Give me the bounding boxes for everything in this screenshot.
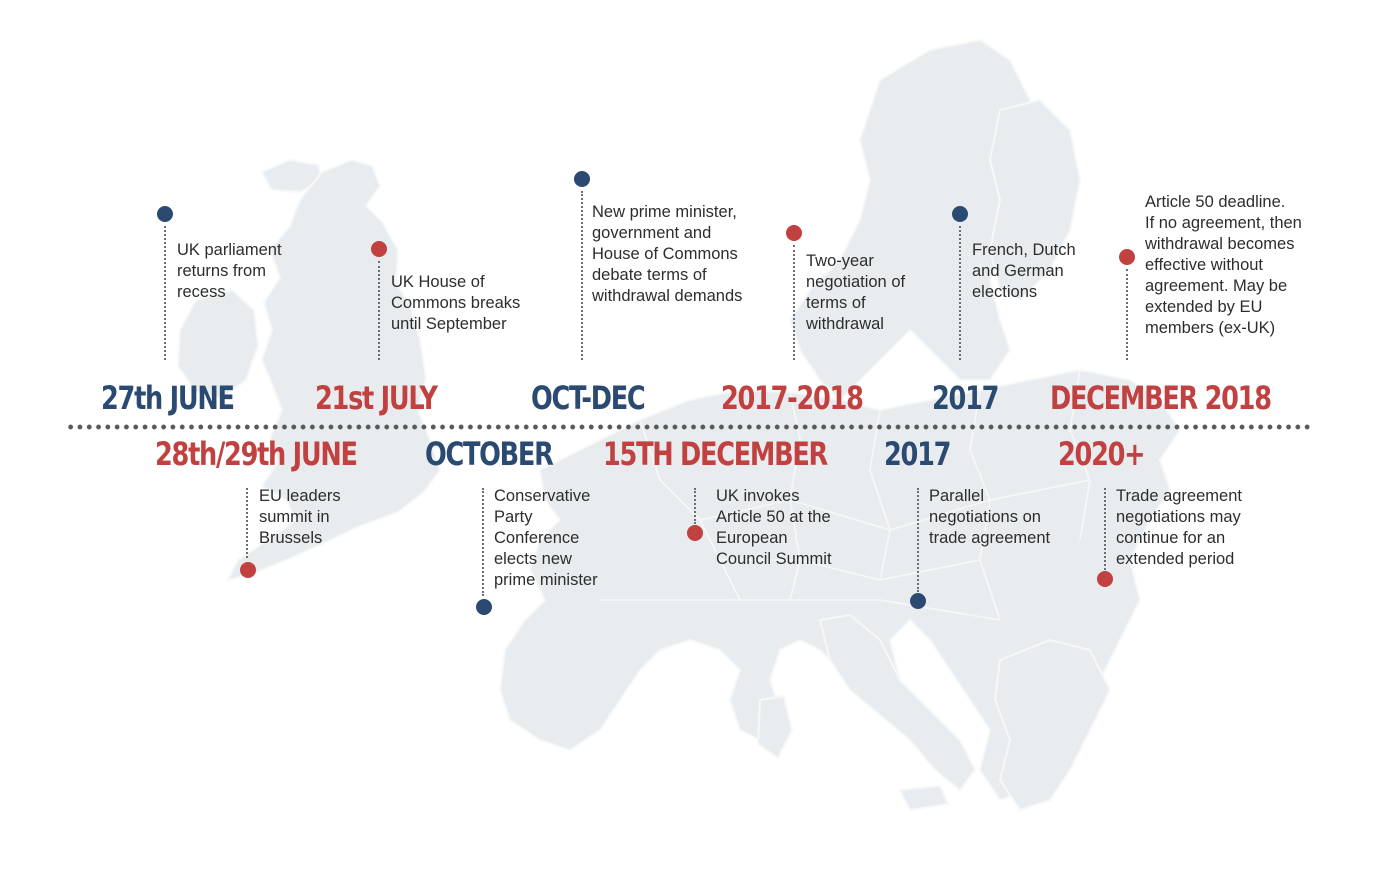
event-date-oct-dec: OCT-DEC xyxy=(531,379,646,417)
event-date-28th-29th-june: 28th/29th JUNE xyxy=(155,435,358,473)
description-line: returns from xyxy=(177,262,266,280)
event-connector-october xyxy=(482,488,484,596)
map-great-britain xyxy=(226,158,442,582)
event-description-15th-december: UK invokes Article 50 at the European Co… xyxy=(716,486,832,570)
description-line: Conference xyxy=(494,529,580,547)
description-line: Commons breaks xyxy=(391,294,521,312)
description-line: European xyxy=(716,529,788,547)
description-line: continue for an xyxy=(1116,529,1226,547)
event-description-october: Conservative Party Conference elects new… xyxy=(494,486,598,591)
description-line: negotiation of xyxy=(806,273,906,291)
event-marker-oct-dec xyxy=(574,171,590,187)
event-connector-21st-july xyxy=(378,261,380,360)
event-connector-december-2018 xyxy=(1126,269,1128,360)
description-line: Article 50 at the xyxy=(716,508,831,526)
map-finland xyxy=(988,98,1082,302)
map-italy xyxy=(818,613,977,792)
description-line: UK House of xyxy=(391,273,485,291)
event-date-15th-december: 15TH DECEMBER xyxy=(603,435,828,473)
map-ireland xyxy=(176,288,260,400)
description-line: withdrawal xyxy=(806,315,884,333)
description-line: summit in xyxy=(259,508,330,526)
description-line: debate terms of xyxy=(592,266,707,284)
event-date-2017-trade: 2017 xyxy=(884,435,951,473)
event-date-2017-elections: 2017 xyxy=(932,379,999,417)
description-line: recess xyxy=(177,283,226,301)
event-connector-2017-elections xyxy=(959,226,961,360)
event-description-2020-plus: Trade agreement negotiations may continu… xyxy=(1116,486,1242,570)
description-line: EU leaders xyxy=(259,487,341,505)
event-description-2017-elections: French, Dutch and German elections xyxy=(972,240,1076,303)
event-connector-2017-2018 xyxy=(793,245,795,360)
description-line: and German xyxy=(972,262,1064,280)
event-date-2017-2018: 2017-2018 xyxy=(721,379,864,417)
event-marker-21st-july xyxy=(371,241,387,257)
event-marker-october xyxy=(476,599,492,615)
description-line: UK parliament xyxy=(177,241,282,259)
event-description-2017-trade: Parallel negotiations on trade agreement xyxy=(929,486,1050,549)
event-description-oct-dec: New prime minister, government and House… xyxy=(592,202,742,307)
event-marker-2020-plus xyxy=(1097,571,1113,587)
description-line: Parallel xyxy=(929,487,985,505)
event-connector-28th-29th-june xyxy=(246,488,248,558)
timeline-axis xyxy=(66,423,1312,431)
description-line: negotiations may xyxy=(1116,508,1241,526)
description-line: elects new xyxy=(494,550,572,568)
event-connector-15th-december xyxy=(694,488,696,524)
event-marker-15th-december xyxy=(687,525,703,541)
description-line: UK invokes xyxy=(716,487,800,505)
event-date-december-2018: DECEMBER 2018 xyxy=(1050,379,1272,417)
event-date-27th-june: 27th JUNE xyxy=(101,379,235,417)
description-line: Brussels xyxy=(259,529,323,547)
description-line: New prime minister, xyxy=(592,203,737,221)
description-line: until September xyxy=(391,315,507,333)
description-line: government and xyxy=(592,224,712,242)
description-line: extended by EU xyxy=(1145,298,1263,316)
description-line: members (ex-UK) xyxy=(1145,319,1276,337)
event-description-december-2018: Article 50 deadline. If no agreement, th… xyxy=(1145,192,1302,339)
event-connector-2017-trade xyxy=(917,488,919,592)
event-date-21st-july: 21st JULY xyxy=(315,379,438,417)
event-connector-2020-plus xyxy=(1104,488,1106,570)
description-line: House of Commons xyxy=(592,245,738,263)
description-line: Two-year xyxy=(806,252,874,270)
description-line: agreement. May be xyxy=(1145,277,1288,295)
description-line: terms of xyxy=(806,294,866,312)
description-line: Conservative xyxy=(494,487,591,505)
description-line: prime minister xyxy=(494,571,598,589)
event-marker-2017-trade xyxy=(910,593,926,609)
description-line: Council Summit xyxy=(716,550,832,568)
description-line: Trade agreement xyxy=(1116,487,1242,505)
map-balkans xyxy=(993,638,1112,812)
description-line: withdrawal becomes xyxy=(1145,235,1295,253)
event-description-21st-july: UK House of Commons breaks until Septemb… xyxy=(391,272,520,335)
event-marker-2017-2018 xyxy=(786,225,802,241)
event-marker-27th-june xyxy=(157,206,173,222)
event-marker-2017-elections xyxy=(952,206,968,222)
description-line: Party xyxy=(494,508,533,526)
description-line: If no agreement, then xyxy=(1145,214,1302,232)
description-line: effective without xyxy=(1145,256,1264,274)
event-marker-december-2018 xyxy=(1119,249,1135,265)
event-connector-oct-dec xyxy=(581,191,583,360)
event-connector-27th-june xyxy=(164,226,166,360)
map-islands-south xyxy=(756,694,950,812)
event-description-28th-29th-june: EU leaders summit in Brussels xyxy=(259,486,341,549)
description-line: elections xyxy=(972,283,1038,301)
description-line: negotiations on xyxy=(929,508,1041,526)
event-description-2017-2018: Two-year negotiation of terms of withdra… xyxy=(806,251,905,335)
description-line: Article 50 deadline. xyxy=(1145,193,1286,211)
description-line: withdrawal demands xyxy=(592,287,743,305)
description-line: French, Dutch xyxy=(972,241,1076,259)
event-date-2020-plus: 2020+ xyxy=(1058,435,1146,473)
event-description-27th-june: UK parliament returns from recess xyxy=(177,240,282,303)
description-line: extended period xyxy=(1116,550,1235,568)
description-line: trade agreement xyxy=(929,529,1051,547)
event-marker-28th-29th-june xyxy=(240,562,256,578)
event-date-october: OCTOBER xyxy=(425,435,554,473)
map-borders xyxy=(600,369,1091,621)
